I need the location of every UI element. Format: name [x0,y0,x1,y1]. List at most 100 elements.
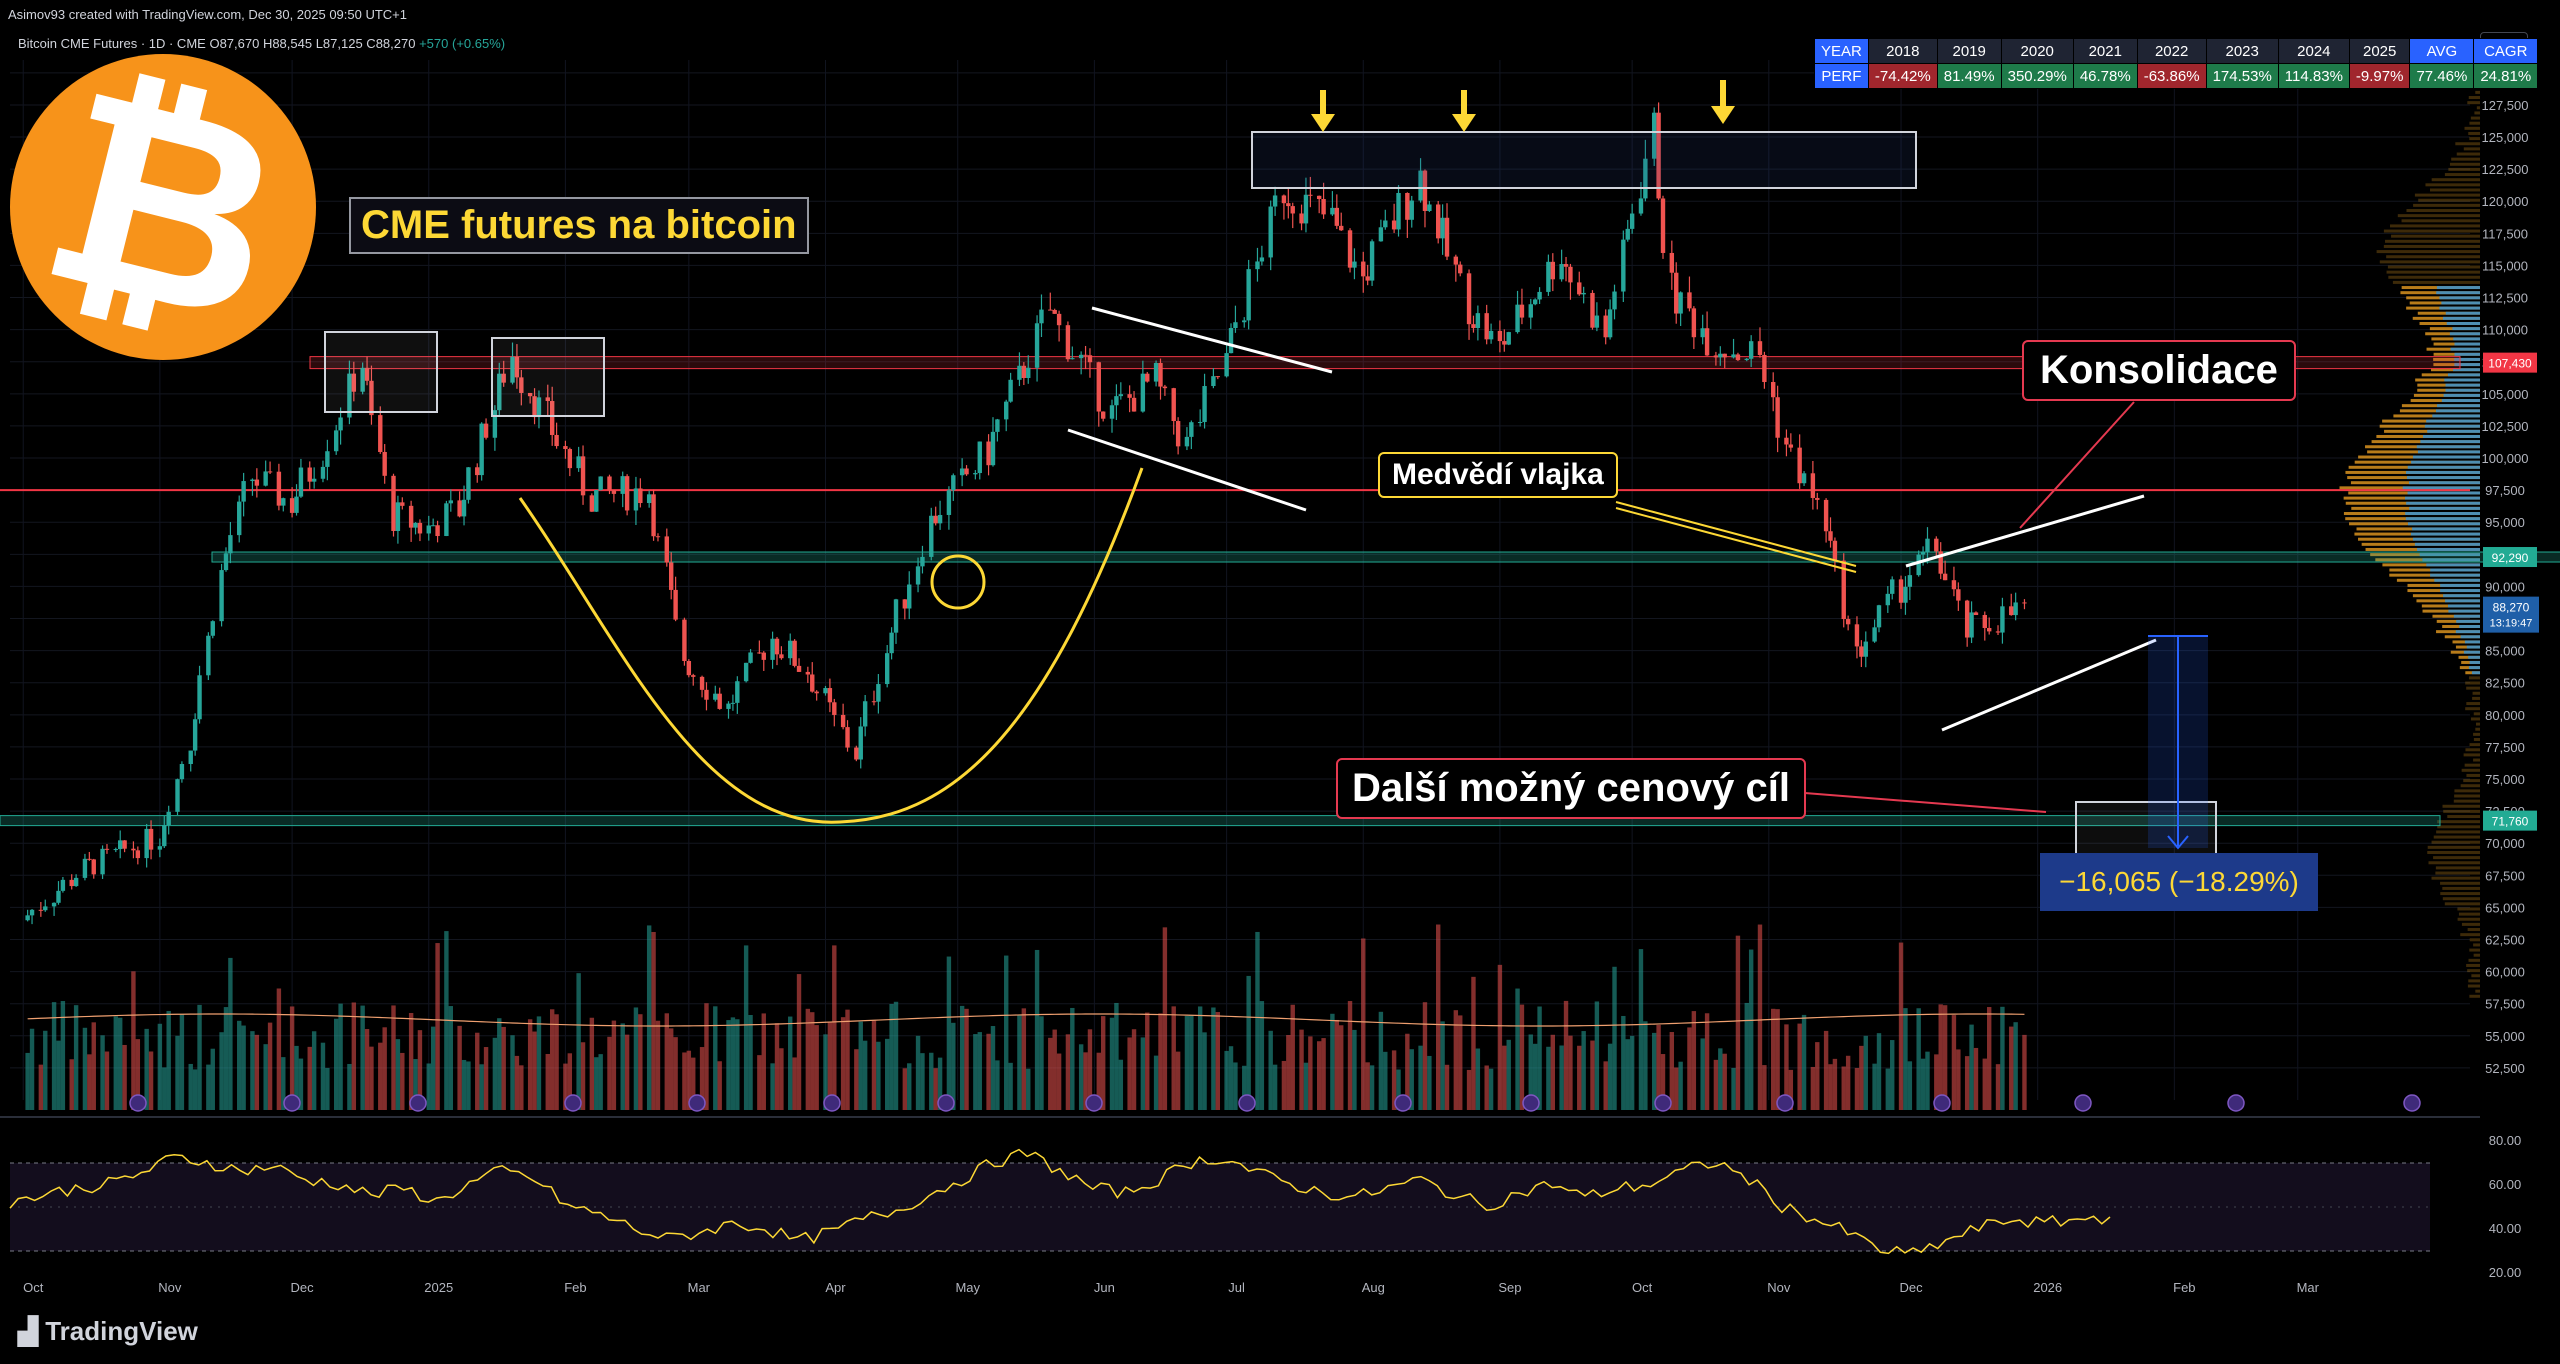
volume-bar [774,1023,780,1110]
candle-body [563,446,568,450]
volume-bar [461,1059,467,1110]
candle-body [1546,261,1551,292]
perf-header-row: YEAR 2018 2019 2020 2021 2022 2023 2024 … [1814,38,2539,64]
candle-body [1145,373,1150,382]
volume-bar [959,1005,965,1110]
volume-bar [580,1042,586,1110]
symbol-bar[interactable]: Bitcoin CME Futures · 1D · CME O87,670 H… [18,36,505,51]
volume-bar [1127,1037,1132,1110]
down-arrow-icon [1452,90,1476,132]
volume-bar [426,1063,431,1110]
volume-bar [1559,1045,1564,1110]
candle-body [686,661,692,676]
volume-bar [73,1005,79,1110]
volume-bar [69,1059,74,1110]
volume-bar [122,1044,127,1110]
candle-body [1488,330,1494,340]
volume-bar [549,1009,555,1110]
event-icon [1654,1094,1672,1112]
volume-bar [497,1018,502,1110]
volume-bar [237,1020,242,1110]
volume-bar [38,1064,44,1110]
volume-bar [1440,1021,1445,1110]
volume-bar [25,1052,30,1110]
volume-bar [413,1059,418,1110]
volume-bar [1497,964,1503,1110]
ohlc-values: O87,670 H88,545 L87,125 C88,270 [209,36,416,51]
volume-bar [1070,1007,1075,1110]
candle-body [638,488,643,504]
candle-body [364,367,370,381]
volume-bar [1986,1007,1992,1110]
price-tick-label: 75,000 [2485,772,2525,787]
volume-bar [717,1061,722,1110]
candle-body [717,693,722,709]
volume-bar [1916,1008,1921,1110]
volume-bar [810,1012,815,1110]
candle-body [1405,192,1410,220]
volume-bar [298,1058,304,1110]
perf-year: 2020 [2000,38,2074,64]
volume-bar [1175,1051,1181,1110]
candle-body [907,584,912,609]
level-label-bg [2483,352,2537,373]
candle-body [1114,396,1119,406]
candle-body [29,909,35,916]
time-axis[interactable]: Oct Nov Dec 2025 Feb Mar Apr May Jun Jul Aug Sep Oct… [0,1272,2480,1300]
candle-body [307,467,312,482]
candle-body [977,441,982,474]
volume-bar [369,1046,374,1110]
volume-bar [492,1037,498,1110]
volume-bar [448,1006,454,1110]
candle-body [1537,291,1542,300]
volume-bar [871,1020,877,1110]
price-tick-label: 125,000 [2482,130,2529,145]
symbol-name[interactable]: Bitcoin CME Futures · 1D · CME [18,36,206,51]
volume-bar [1299,1029,1304,1110]
candle-body [430,525,436,527]
volume-bar [1885,1068,1891,1110]
candle-body [1127,394,1132,398]
candle-body [475,467,480,476]
volume-bar [1435,924,1441,1110]
perf-year: 2021 [2072,38,2138,64]
volume-bar [2000,1006,2005,1110]
volume-bars [25,924,2027,1110]
candle-body [1369,241,1375,281]
candle-body [655,536,661,538]
candle-body [664,536,669,563]
candle-body [281,498,286,506]
candle-body [929,515,934,557]
candle-body [1365,276,1370,281]
volume-bar [1969,1024,1974,1110]
volume-bar [1352,1029,1357,1110]
rsi-axis[interactable]: 80.00 60.00 40.00 20.00 [2489,1133,2522,1280]
candle-body [1815,497,1820,500]
candle-body [951,475,956,491]
candle-body [267,471,273,473]
volume-bar [360,1005,365,1110]
candle-body [995,419,1000,432]
candle-body [633,488,639,511]
down-arrow-icon [1311,90,1335,132]
volume-bar [1109,1017,1115,1110]
volume-bar [1537,1006,1542,1110]
candle-body [1308,194,1313,196]
candle-body [1378,227,1384,242]
candle-body [1087,355,1093,363]
avg-value: 77.46% [2409,63,2475,89]
candle-body [60,879,66,891]
volume-bar [840,1017,846,1110]
konsolidace-callout: Konsolidace [2022,340,2296,401]
volume-bar [1748,949,1754,1110]
candle-body [131,848,136,851]
volume-bar [1048,1037,1053,1110]
candle-body [400,502,405,506]
tradingview-logo[interactable]: ▟ TradingView [18,1316,198,1347]
candle-body [933,515,938,524]
price-tick-label: 127,500 [2482,98,2529,113]
volume-bar [1982,1058,1987,1110]
candle-body [589,495,595,512]
volume-bar [536,1016,542,1110]
